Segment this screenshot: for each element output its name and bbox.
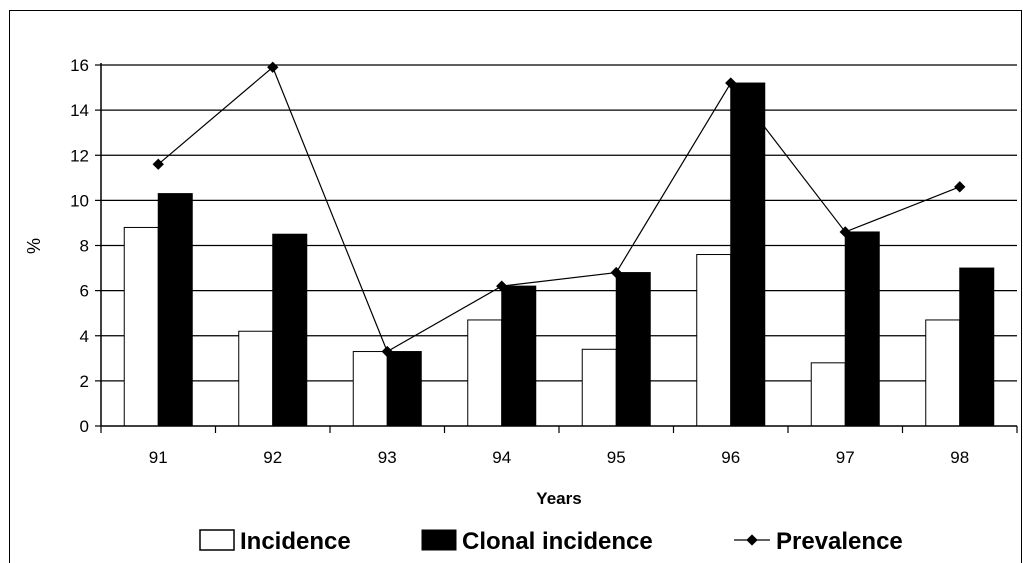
bar-clonal-incidence bbox=[959, 267, 995, 427]
axes bbox=[95, 63, 1018, 433]
bar-clonal-incidence bbox=[386, 351, 422, 427]
legend-swatch-incidence bbox=[199, 529, 235, 551]
x-tick-label: 95 bbox=[607, 448, 626, 467]
bar-incidence bbox=[467, 319, 503, 427]
legend-label-incidence: Incidence bbox=[240, 528, 351, 555]
legend-label-clonal-incidence: Clonal incidence bbox=[462, 528, 653, 555]
bar-incidence bbox=[352, 351, 388, 427]
legend: Incidence Clonal incidence Prevalence bbox=[199, 528, 903, 555]
bar-clonal-incidence bbox=[615, 272, 651, 427]
bar-incidence bbox=[123, 226, 159, 427]
prevalence-marker bbox=[381, 345, 393, 358]
x-tick-label: 97 bbox=[836, 448, 855, 467]
tick-labels: 0 2 4 6 8 10 12 14 16 91 92 93 94 95 96 97 98 bbox=[70, 56, 969, 467]
x-tick-label: 92 bbox=[263, 448, 282, 467]
prevalence-marker bbox=[152, 158, 164, 170]
y-axis-title: % bbox=[24, 238, 44, 254]
chart-frame bbox=[9, 10, 1022, 563]
x-tick-label: 98 bbox=[950, 448, 969, 467]
y-tick-label: 8 bbox=[80, 237, 89, 256]
bar-incidence bbox=[925, 319, 961, 427]
x-tick-label: 96 bbox=[721, 448, 740, 467]
x-tick-label: 94 bbox=[492, 448, 511, 467]
bar-incidence bbox=[696, 254, 732, 427]
y-tick-label: 10 bbox=[70, 191, 89, 210]
y-tick-label: 4 bbox=[80, 327, 89, 346]
prevalence-marker bbox=[496, 280, 508, 292]
bar-incidence bbox=[581, 348, 617, 427]
bar-incidence bbox=[238, 330, 274, 427]
y-tick-label: 16 bbox=[70, 56, 89, 75]
y-tick-label: 14 bbox=[70, 101, 89, 120]
x-axis-title: Years bbox=[536, 489, 581, 508]
legend-label-prevalence: Prevalence bbox=[776, 528, 903, 555]
x-tick-label: 93 bbox=[378, 448, 397, 467]
bars bbox=[123, 82, 995, 427]
prevalence-polyline bbox=[157, 66, 960, 353]
bar-incidence bbox=[810, 362, 846, 427]
prevalence-marker bbox=[839, 226, 851, 238]
y-tick-label: 6 bbox=[80, 282, 89, 301]
y-tick-label: 12 bbox=[70, 146, 89, 165]
bar-clonal-incidence bbox=[272, 233, 308, 427]
x-tick-label: 91 bbox=[149, 448, 168, 467]
bar-clonal-incidence bbox=[730, 82, 766, 427]
legend-swatch-prevalence-marker bbox=[746, 534, 758, 546]
y-tick-label: 2 bbox=[80, 372, 89, 391]
prevalence-marker bbox=[954, 181, 966, 193]
y-tick-label: 0 bbox=[80, 417, 89, 436]
bar-clonal-incidence bbox=[844, 231, 880, 427]
bar-clonal-incidence bbox=[157, 193, 193, 427]
prevalence-marker bbox=[610, 266, 622, 279]
bar-clonal-incidence bbox=[501, 285, 537, 427]
legend-swatch-clonal-incidence bbox=[421, 529, 457, 551]
